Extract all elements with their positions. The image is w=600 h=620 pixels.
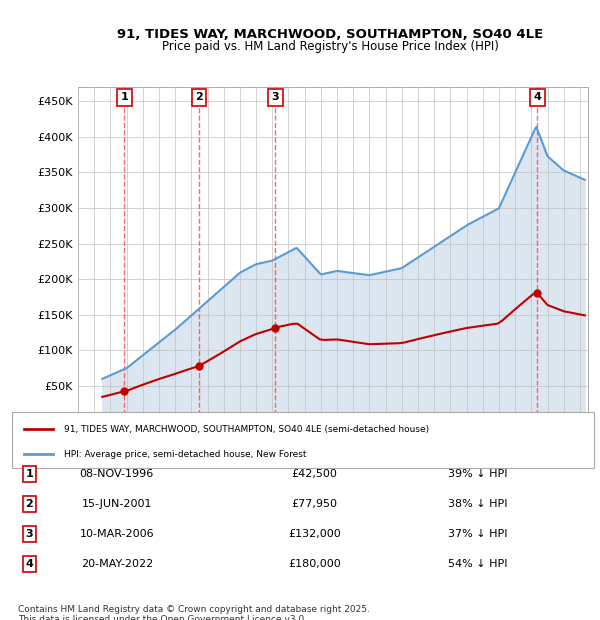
Text: 37% ↓ HPI: 37% ↓ HPI bbox=[448, 529, 508, 539]
Text: HPI: Average price, semi-detached house, New Forest: HPI: Average price, semi-detached house,… bbox=[64, 450, 307, 459]
Text: £180,000: £180,000 bbox=[288, 559, 341, 569]
Text: 10-MAR-2006: 10-MAR-2006 bbox=[79, 529, 154, 539]
Text: £77,950: £77,950 bbox=[292, 499, 338, 509]
Text: 08-NOV-1996: 08-NOV-1996 bbox=[80, 469, 154, 479]
Text: 38% ↓ HPI: 38% ↓ HPI bbox=[448, 499, 508, 509]
Text: 20-MAY-2022: 20-MAY-2022 bbox=[80, 559, 153, 569]
Text: 2: 2 bbox=[26, 499, 34, 509]
Text: Price paid vs. HM Land Registry's House Price Index (HPI): Price paid vs. HM Land Registry's House … bbox=[161, 40, 499, 53]
Text: 4: 4 bbox=[533, 92, 541, 102]
Text: 15-JUN-2001: 15-JUN-2001 bbox=[82, 499, 152, 509]
FancyBboxPatch shape bbox=[12, 412, 594, 468]
Bar bbox=[78, 87, 102, 422]
Text: 39% ↓ HPI: 39% ↓ HPI bbox=[448, 469, 508, 479]
Text: 1: 1 bbox=[121, 92, 128, 102]
Text: Contains HM Land Registry data © Crown copyright and database right 2025.
This d: Contains HM Land Registry data © Crown c… bbox=[18, 604, 370, 620]
Text: 1: 1 bbox=[26, 469, 34, 479]
Text: 91, TIDES WAY, MARCHWOOD, SOUTHAMPTON, SO40 4LE: 91, TIDES WAY, MARCHWOOD, SOUTHAMPTON, S… bbox=[117, 28, 543, 40]
Text: 54% ↓ HPI: 54% ↓ HPI bbox=[448, 559, 508, 569]
Text: 4: 4 bbox=[26, 559, 34, 569]
Text: 2: 2 bbox=[195, 92, 203, 102]
Text: 3: 3 bbox=[26, 529, 33, 539]
Text: 91, TIDES WAY, MARCHWOOD, SOUTHAMPTON, SO40 4LE (semi-detached house): 91, TIDES WAY, MARCHWOOD, SOUTHAMPTON, S… bbox=[64, 425, 430, 433]
Text: £42,500: £42,500 bbox=[292, 469, 338, 479]
Text: 3: 3 bbox=[272, 92, 279, 102]
Text: £132,000: £132,000 bbox=[288, 529, 341, 539]
